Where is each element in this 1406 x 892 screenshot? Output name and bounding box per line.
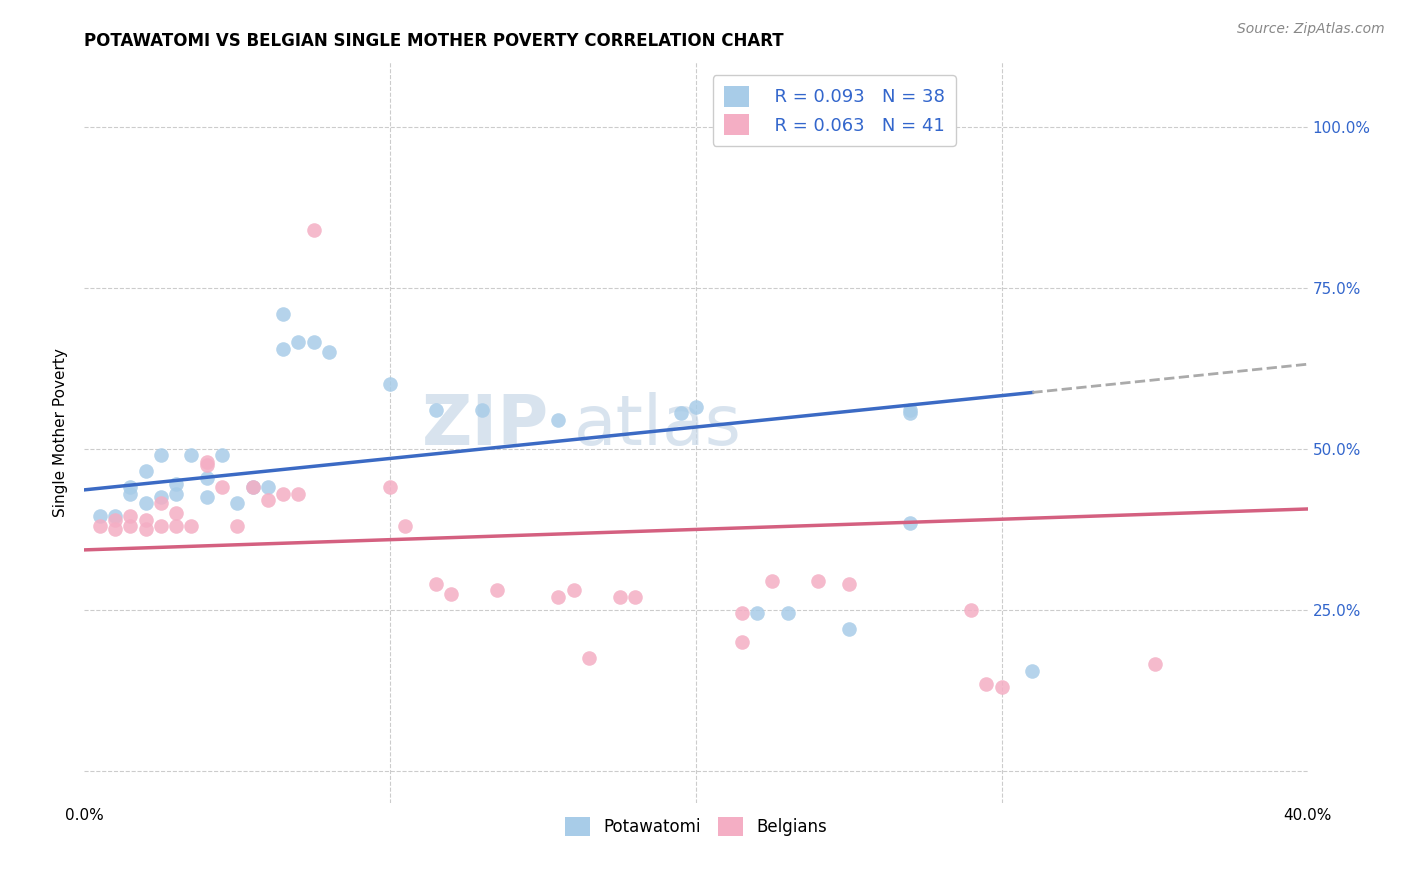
- Point: [609, 590, 631, 604]
- Point: [271, 487, 294, 501]
- Point: [471, 403, 494, 417]
- Point: [211, 480, 233, 494]
- Point: [135, 522, 157, 536]
- Text: ZIP: ZIP: [422, 392, 550, 458]
- Point: [318, 345, 340, 359]
- Point: [547, 590, 569, 604]
- Point: [898, 406, 921, 420]
- Point: [149, 496, 172, 510]
- Point: [394, 519, 416, 533]
- Point: [135, 512, 157, 526]
- Point: [731, 606, 754, 620]
- Point: [104, 512, 127, 526]
- Point: [104, 522, 127, 536]
- Point: [1021, 664, 1043, 678]
- Point: [440, 586, 463, 600]
- Point: [165, 487, 187, 501]
- Point: [898, 516, 921, 530]
- Point: [120, 480, 142, 494]
- Point: [211, 448, 233, 462]
- Point: [120, 509, 142, 524]
- Point: [425, 577, 447, 591]
- Point: [226, 519, 249, 533]
- Point: [180, 448, 202, 462]
- Point: [226, 496, 249, 510]
- Point: [257, 493, 280, 508]
- Point: [547, 413, 569, 427]
- Point: [976, 676, 998, 690]
- Text: atlas: atlas: [574, 392, 741, 458]
- Point: [195, 454, 218, 468]
- Point: [120, 519, 142, 533]
- Point: [165, 519, 187, 533]
- Point: [747, 606, 769, 620]
- Point: [104, 509, 127, 524]
- Point: [195, 458, 218, 472]
- Point: [486, 583, 509, 598]
- Y-axis label: Single Mother Poverty: Single Mother Poverty: [53, 348, 69, 517]
- Point: [257, 480, 280, 494]
- Point: [761, 574, 783, 588]
- Point: [1143, 657, 1166, 672]
- Point: [149, 519, 172, 533]
- Point: [425, 403, 447, 417]
- Point: [562, 583, 585, 598]
- Text: Source: ZipAtlas.com: Source: ZipAtlas.com: [1237, 22, 1385, 37]
- Point: [180, 519, 202, 533]
- Point: [120, 487, 142, 501]
- Point: [242, 480, 264, 494]
- Point: [287, 335, 309, 350]
- Point: [242, 480, 264, 494]
- Legend: Potawatomi, Belgians: Potawatomi, Belgians: [558, 810, 834, 843]
- Point: [89, 509, 111, 524]
- Point: [380, 480, 402, 494]
- Point: [991, 680, 1014, 694]
- Point: [302, 223, 325, 237]
- Point: [731, 635, 754, 649]
- Point: [838, 577, 860, 591]
- Point: [89, 519, 111, 533]
- Point: [685, 400, 707, 414]
- Point: [149, 448, 172, 462]
- Point: [271, 342, 294, 356]
- Point: [776, 606, 799, 620]
- Point: [578, 651, 600, 665]
- Point: [624, 590, 647, 604]
- Point: [271, 306, 294, 320]
- Point: [380, 377, 402, 392]
- Point: [898, 403, 921, 417]
- Point: [195, 490, 218, 504]
- Text: POTAWATOMI VS BELGIAN SINGLE MOTHER POVERTY CORRELATION CHART: POTAWATOMI VS BELGIAN SINGLE MOTHER POVE…: [84, 32, 785, 50]
- Point: [960, 602, 983, 616]
- Point: [807, 574, 830, 588]
- Point: [149, 490, 172, 504]
- Point: [165, 477, 187, 491]
- Point: [838, 622, 860, 636]
- Point: [165, 506, 187, 520]
- Point: [195, 471, 218, 485]
- Point: [287, 487, 309, 501]
- Point: [669, 406, 692, 420]
- Point: [302, 335, 325, 350]
- Point: [135, 464, 157, 478]
- Point: [135, 496, 157, 510]
